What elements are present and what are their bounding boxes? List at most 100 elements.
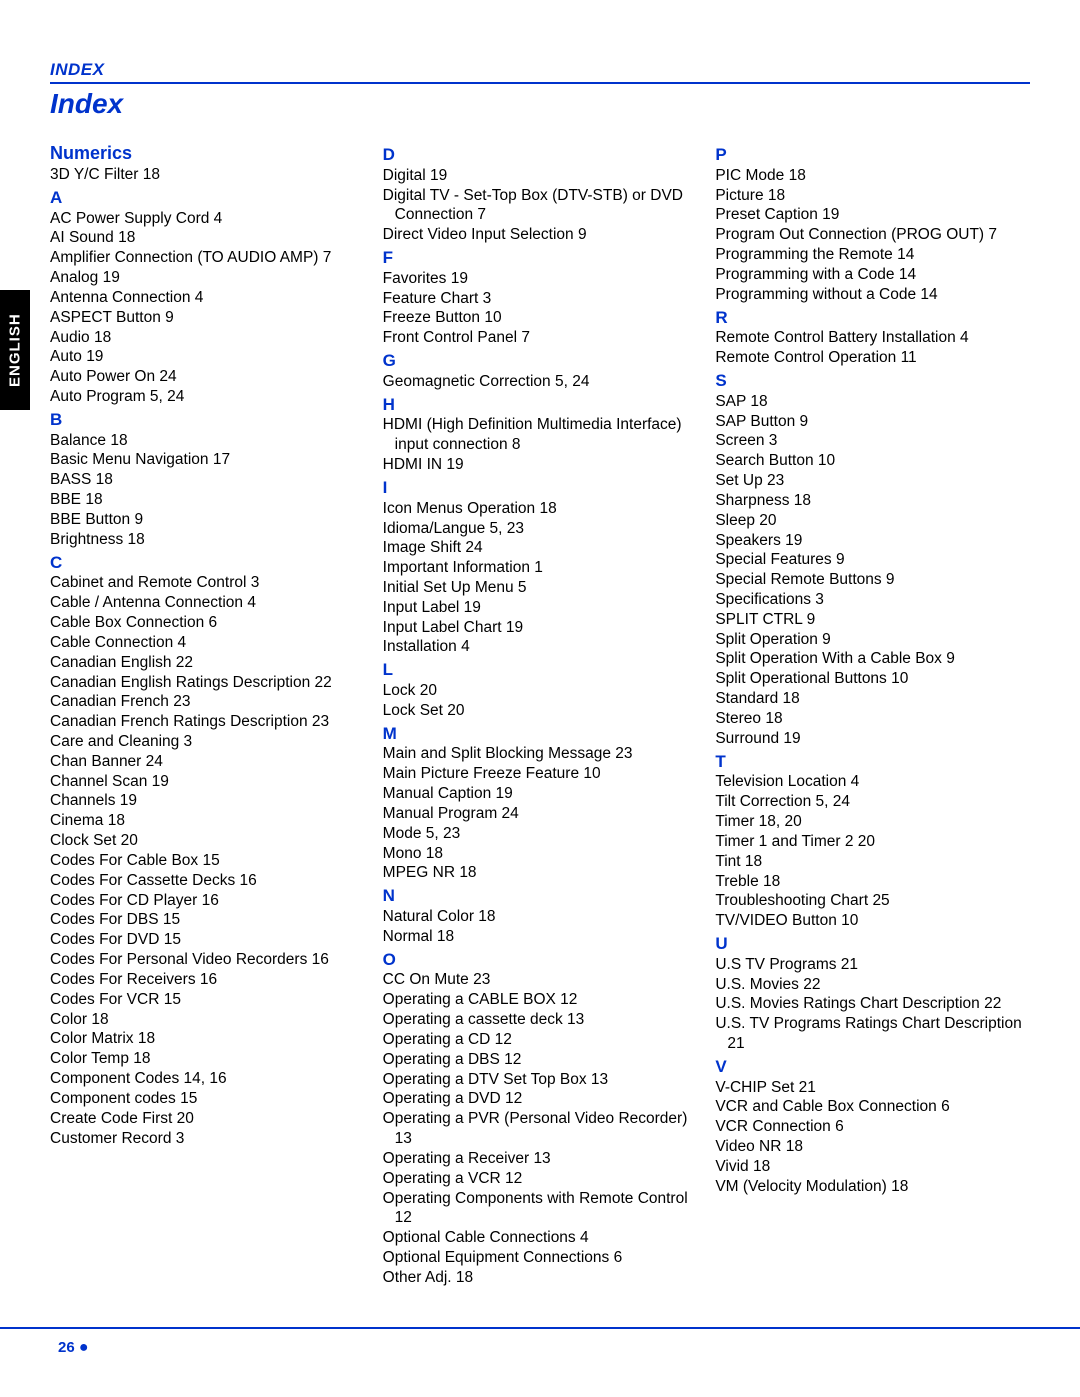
index-entry: Operating Components with Remote Control… (395, 1189, 698, 1229)
index-heading: I (383, 477, 698, 499)
index-entry: Cable Connection 4 (62, 633, 365, 653)
index-heading: Numerics (50, 142, 365, 165)
index-entry: Icon Menus Operation 18 (395, 499, 698, 519)
section-header: INDEX (50, 60, 1030, 84)
index-heading: O (383, 949, 698, 971)
index-entry: Canadian French 23 (62, 692, 365, 712)
index-entry: Color 18 (62, 1010, 365, 1030)
index-column: DDigital 19Digital TV - Set-Top Box (DTV… (383, 142, 698, 1288)
index-entry: Care and Cleaning 3 (62, 732, 365, 752)
index-entry: Amplifier Connection (TO AUDIO AMP) 7 (62, 248, 365, 268)
index-entry: Optional Equipment Connections 6 (395, 1248, 698, 1268)
index-entry: Cinema 18 (62, 811, 365, 831)
index-entry: Geomagnetic Correction 5, 24 (395, 372, 698, 392)
index-entry: Operating a CD 12 (395, 1030, 698, 1050)
index-entry: VCR Connection 6 (727, 1117, 1030, 1137)
index-entry: Favorites 19 (395, 269, 698, 289)
index-entry: Feature Chart 3 (395, 289, 698, 309)
index-heading: V (715, 1056, 1030, 1078)
index-entry: Tilt Correction 5, 24 (727, 792, 1030, 812)
index-entry: Important Information 1 (395, 558, 698, 578)
index-heading: A (50, 187, 365, 209)
index-entry: Manual Caption 19 (395, 784, 698, 804)
index-entry: Brightness 18 (62, 530, 365, 550)
index-entry: VM (Velocity Modulation) 18 (727, 1177, 1030, 1197)
index-entry: Operating a Receiver 13 (395, 1149, 698, 1169)
index-heading: T (715, 751, 1030, 773)
index-heading: M (383, 723, 698, 745)
index-entry: Lock Set 20 (395, 701, 698, 721)
index-entry: Normal 18 (395, 927, 698, 947)
index-entry: Channel Scan 19 (62, 772, 365, 792)
index-heading: C (50, 552, 365, 574)
index-entry: U.S. Movies Ratings Chart Description 22 (727, 994, 1030, 1014)
index-entry: Tint 18 (727, 852, 1030, 872)
index-entry: Operating a CABLE BOX 12 (395, 990, 698, 1010)
index-entry: Timer 18, 20 (727, 812, 1030, 832)
index-entry: Treble 18 (727, 872, 1030, 892)
index-entry: U.S. TV Programs Ratings Chart Descripti… (727, 1014, 1030, 1054)
index-entry: U.S. Movies 22 (727, 975, 1030, 995)
page-number: 26 ● (58, 1339, 89, 1356)
index-entry: Natural Color 18 (395, 907, 698, 927)
index-entry: U.S TV Programs 21 (727, 955, 1030, 975)
index-entry: Remote Control Operation 11 (727, 348, 1030, 368)
index-entry: AI Sound 18 (62, 228, 365, 248)
index-entry: Customer Record 3 (62, 1129, 365, 1149)
index-entry: Cable / Antenna Connection 4 (62, 593, 365, 613)
index-heading: D (383, 144, 698, 166)
index-entry: Codes For DBS 15 (62, 910, 365, 930)
index-entry: Sharpness 18 (727, 491, 1030, 511)
index-entry: ASPECT Button 9 (62, 308, 365, 328)
index-entry: Video NR 18 (727, 1137, 1030, 1157)
index-entry: Split Operation With a Cable Box 9 (727, 649, 1030, 669)
index-entry: Operating a PVR (Personal Video Recorder… (395, 1109, 698, 1149)
index-entry: Specifications 3 (727, 590, 1030, 610)
index-entry: Initial Set Up Menu 5 (395, 578, 698, 598)
index-entry: Screen 3 (727, 431, 1030, 451)
index-entry: Surround 19 (727, 729, 1030, 749)
index-entry: MPEG NR 18 (395, 863, 698, 883)
index-entry: Operating a cassette deck 13 (395, 1010, 698, 1030)
index-entry: Clock Set 20 (62, 831, 365, 851)
index-entry: Freeze Button 10 (395, 308, 698, 328)
index-entry: Direct Video Input Selection 9 (395, 225, 698, 245)
index-entry: AC Power Supply Cord 4 (62, 209, 365, 229)
index-entry: Auto 19 (62, 347, 365, 367)
index-entry: Component codes 15 (62, 1089, 365, 1109)
index-entry: Special Features 9 (727, 550, 1030, 570)
index-entry: BASS 18 (62, 470, 365, 490)
index-entry: Image Shift 24 (395, 538, 698, 558)
index-entry: TV/VIDEO Button 10 (727, 911, 1030, 931)
index-entry: Operating a DVD 12 (395, 1089, 698, 1109)
index-entry: Codes For DVD 15 (62, 930, 365, 950)
index-entry: Component Codes 14, 16 (62, 1069, 365, 1089)
index-entry: HDMI IN 19 (395, 455, 698, 475)
index-entry: Optional Cable Connections 4 (395, 1228, 698, 1248)
index-heading: H (383, 394, 698, 416)
index-entry: Search Button 10 (727, 451, 1030, 471)
index-heading: R (715, 307, 1030, 329)
index-entry: Vivid 18 (727, 1157, 1030, 1177)
index-entry: Stereo 18 (727, 709, 1030, 729)
index-entry: BBE 18 (62, 490, 365, 510)
index-entry: V-CHIP Set 21 (727, 1078, 1030, 1098)
index-entry: Operating a DBS 12 (395, 1050, 698, 1070)
index-entry: Codes For VCR 15 (62, 990, 365, 1010)
index-entry: Troubleshooting Chart 25 (727, 891, 1030, 911)
index-entry: Color Temp 18 (62, 1049, 365, 1069)
index-heading: G (383, 350, 698, 372)
index-heading: P (715, 144, 1030, 166)
index-column: Numerics3D Y/C Filter 18AAC Power Supply… (50, 142, 365, 1288)
index-entry: Codes For Receivers 16 (62, 970, 365, 990)
index-entry: Main and Split Blocking Message 23 (395, 744, 698, 764)
index-entry: Audio 18 (62, 328, 365, 348)
index-entry: Cable Box Connection 6 (62, 613, 365, 633)
index-entry: Television Location 4 (727, 772, 1030, 792)
index-entry: Timer 1 and Timer 2 20 (727, 832, 1030, 852)
index-entry: Program Out Connection (PROG OUT) 7 (727, 225, 1030, 245)
index-entry: Picture 18 (727, 186, 1030, 206)
index-entry: Idioma/Langue 5, 23 (395, 519, 698, 539)
index-entry: SAP Button 9 (727, 412, 1030, 432)
index-entry: Operating a DTV Set Top Box 13 (395, 1070, 698, 1090)
